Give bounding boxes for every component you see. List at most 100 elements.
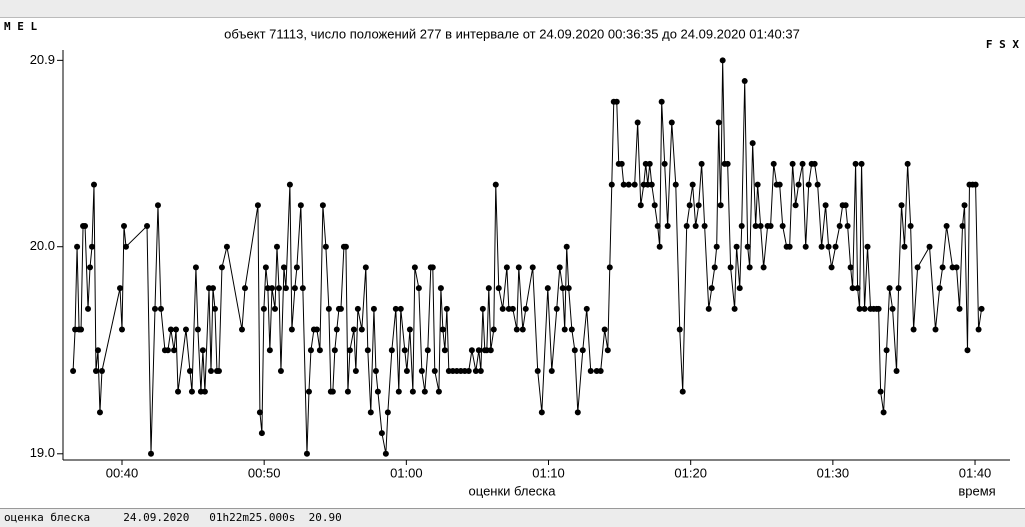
data-point [956, 305, 963, 312]
data-point [553, 305, 560, 312]
data-point [188, 388, 195, 395]
data-point [789, 160, 796, 167]
data-point [898, 202, 905, 209]
data-point [175, 388, 182, 395]
data-point [579, 347, 586, 354]
data-point [89, 243, 96, 250]
data-point [811, 160, 818, 167]
data-point [786, 243, 793, 250]
data-point [273, 243, 280, 250]
data-point [479, 305, 486, 312]
data-point [441, 347, 448, 354]
data-point [378, 430, 385, 437]
data-point [648, 181, 655, 188]
data-point [154, 202, 161, 209]
data-point [664, 223, 671, 230]
data-point [620, 181, 627, 188]
data-point [959, 223, 966, 230]
data-point [776, 181, 783, 188]
data-point [515, 264, 522, 271]
data-point [698, 160, 705, 167]
data-point [880, 409, 887, 416]
data-point [388, 347, 395, 354]
data-point [418, 367, 425, 374]
data-point [395, 388, 402, 395]
data-point [305, 388, 312, 395]
menu-left[interactable]: M E L [4, 20, 38, 33]
data-point [705, 305, 712, 312]
data-point [587, 367, 594, 374]
data-point [877, 388, 884, 395]
data-point [711, 264, 718, 271]
data-point [372, 367, 379, 374]
data-point [565, 285, 572, 292]
data-point [288, 326, 295, 333]
data-point [264, 285, 271, 292]
data-point [333, 326, 340, 333]
data-point [727, 264, 734, 271]
data-point [604, 347, 611, 354]
data-point [864, 243, 871, 250]
data-point [608, 181, 615, 188]
data-point [117, 285, 124, 292]
data-point [409, 388, 416, 395]
data-point [122, 243, 129, 250]
data-point [713, 243, 720, 250]
data-point [939, 264, 946, 271]
x-tick-label: 01:00 [390, 465, 423, 480]
data-point [654, 223, 661, 230]
data-point [676, 326, 683, 333]
data-point [601, 326, 608, 333]
data-point [173, 326, 180, 333]
data-line [72, 60, 983, 454]
data-point [256, 409, 263, 416]
data-point [439, 326, 446, 333]
data-point [421, 388, 428, 395]
data-point [975, 326, 982, 333]
data-point [266, 347, 273, 354]
data-point [634, 119, 641, 126]
data-point [424, 347, 431, 354]
data-point [164, 347, 171, 354]
data-point [513, 326, 520, 333]
data-point [477, 367, 484, 374]
data-point [182, 326, 189, 333]
data-point [382, 450, 389, 457]
data-point [606, 264, 613, 271]
data-point [96, 409, 103, 416]
data-point [978, 305, 985, 312]
data-point [120, 223, 127, 230]
data-point [429, 264, 436, 271]
data-point [618, 160, 625, 167]
data-point [757, 223, 764, 230]
menu-right[interactable]: F S X [985, 38, 1019, 51]
data-point [503, 264, 510, 271]
data-point [342, 243, 349, 250]
data-point [167, 326, 174, 333]
data-point [661, 160, 668, 167]
data-point [299, 285, 306, 292]
data-point [972, 181, 979, 188]
data-point [406, 326, 413, 333]
data-point [85, 305, 92, 312]
chart-title: объект 71113, число положений 277 в инте… [224, 26, 800, 41]
data-point [431, 367, 438, 374]
data-point [770, 160, 777, 167]
data-point [223, 243, 230, 250]
data-point [767, 223, 774, 230]
data-point [658, 98, 665, 105]
data-point [741, 78, 748, 85]
data-point [529, 264, 536, 271]
data-point [171, 347, 178, 354]
data-point [443, 305, 450, 312]
data-point [953, 264, 960, 271]
data-point [574, 409, 581, 416]
data-point [795, 181, 802, 188]
data-point [201, 388, 208, 395]
data-point [689, 181, 696, 188]
data-point [352, 367, 359, 374]
data-point [656, 243, 663, 250]
data-point [186, 367, 193, 374]
data-point [910, 326, 917, 333]
